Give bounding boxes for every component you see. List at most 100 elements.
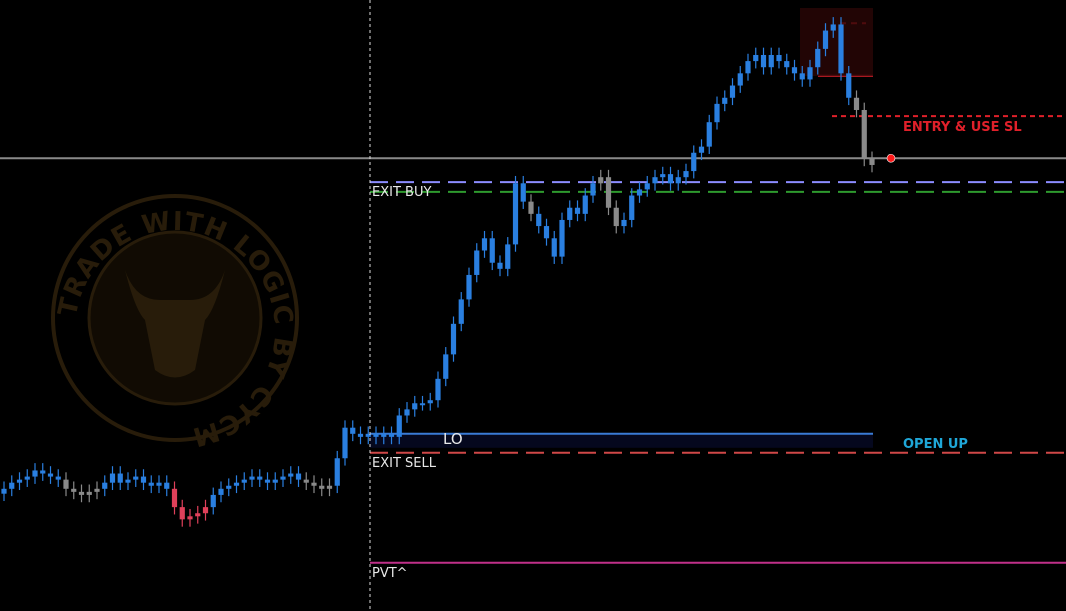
candle-body — [784, 61, 790, 68]
candle — [675, 169, 681, 191]
candle-body — [319, 485, 325, 489]
candle — [140, 469, 147, 491]
candle-body — [559, 219, 565, 257]
candle-body — [466, 274, 472, 300]
candle — [280, 469, 286, 487]
candle-body — [295, 473, 302, 480]
candle-body — [489, 238, 495, 263]
candle-body — [807, 67, 813, 80]
candle — [698, 139, 705, 161]
candle — [55, 469, 61, 487]
candle — [63, 472, 69, 497]
exit-sell-label: EXIT SELL — [372, 456, 437, 471]
candle — [187, 508, 193, 527]
candle-body — [94, 488, 100, 492]
candle — [435, 371, 441, 408]
candle — [667, 166, 674, 191]
candle-body — [109, 473, 116, 483]
candle-body — [474, 250, 480, 275]
candle — [419, 395, 426, 411]
candle — [202, 499, 209, 521]
candle — [784, 53, 790, 75]
candle-body — [869, 158, 875, 165]
candle — [86, 484, 92, 503]
candle-body — [419, 403, 426, 406]
candle — [71, 481, 77, 500]
candles — [1, 17, 896, 527]
signal-zone-box — [800, 8, 873, 76]
candle — [722, 90, 728, 112]
candle — [1, 481, 7, 502]
candle-body — [117, 473, 123, 483]
candle — [636, 182, 643, 203]
pivot-label: PVT^ — [372, 566, 408, 581]
candle-body — [164, 482, 170, 489]
candle — [94, 481, 100, 500]
candle-body — [644, 183, 650, 190]
candle — [334, 450, 340, 494]
candle — [156, 475, 162, 494]
candle-body — [179, 507, 185, 520]
candle-body — [458, 299, 464, 324]
candle — [210, 487, 216, 515]
candle-body — [40, 470, 46, 474]
candle-body — [613, 207, 619, 227]
candle-body — [660, 174, 666, 178]
candle-body — [388, 433, 395, 437]
candle — [365, 426, 371, 445]
candle-body — [861, 109, 867, 159]
candle — [264, 472, 271, 491]
candle — [24, 469, 30, 487]
candle-body — [443, 354, 449, 379]
candle — [303, 472, 309, 491]
candle — [652, 169, 658, 191]
candle — [257, 469, 263, 487]
candle — [32, 463, 38, 484]
candle — [350, 420, 356, 442]
candle — [582, 188, 588, 222]
candle — [520, 175, 526, 209]
candle — [691, 145, 697, 179]
candle — [605, 169, 612, 216]
candle-body — [125, 479, 131, 483]
candle — [9, 475, 15, 497]
candle — [543, 218, 550, 246]
candle-body — [512, 183, 519, 245]
candle-body — [9, 482, 15, 489]
candle-body — [412, 403, 418, 410]
candle-body — [102, 482, 108, 489]
candle-body — [71, 488, 77, 492]
candle — [102, 475, 108, 497]
candle-body — [202, 507, 209, 514]
candle-body — [675, 177, 681, 184]
candle — [714, 96, 720, 130]
candle-body — [24, 476, 30, 480]
candle-body — [133, 476, 139, 480]
candle — [466, 267, 472, 307]
candle-body — [543, 226, 550, 239]
open-up-label: OPEN UP — [903, 437, 968, 452]
candle-body — [233, 482, 240, 486]
candle-body — [582, 195, 588, 214]
candle — [512, 175, 519, 252]
lo-label: LO — [443, 430, 463, 448]
candle — [489, 230, 495, 271]
candle-body — [1, 488, 7, 494]
candle-body — [776, 54, 782, 62]
candle — [683, 163, 689, 185]
candle-body — [342, 427, 348, 459]
candle — [644, 175, 650, 197]
candle-body — [334, 458, 340, 486]
candle-body — [171, 488, 178, 508]
candle-body — [528, 201, 534, 214]
candle-body — [450, 323, 457, 355]
candle-body — [745, 61, 751, 74]
candle-body — [140, 476, 147, 483]
candle-body — [629, 195, 635, 220]
exit-buy-label: EXIT BUY — [372, 185, 431, 200]
candle-body — [729, 85, 736, 98]
candle-body — [815, 48, 821, 68]
candle-body — [605, 177, 612, 208]
candle-body — [838, 24, 844, 74]
